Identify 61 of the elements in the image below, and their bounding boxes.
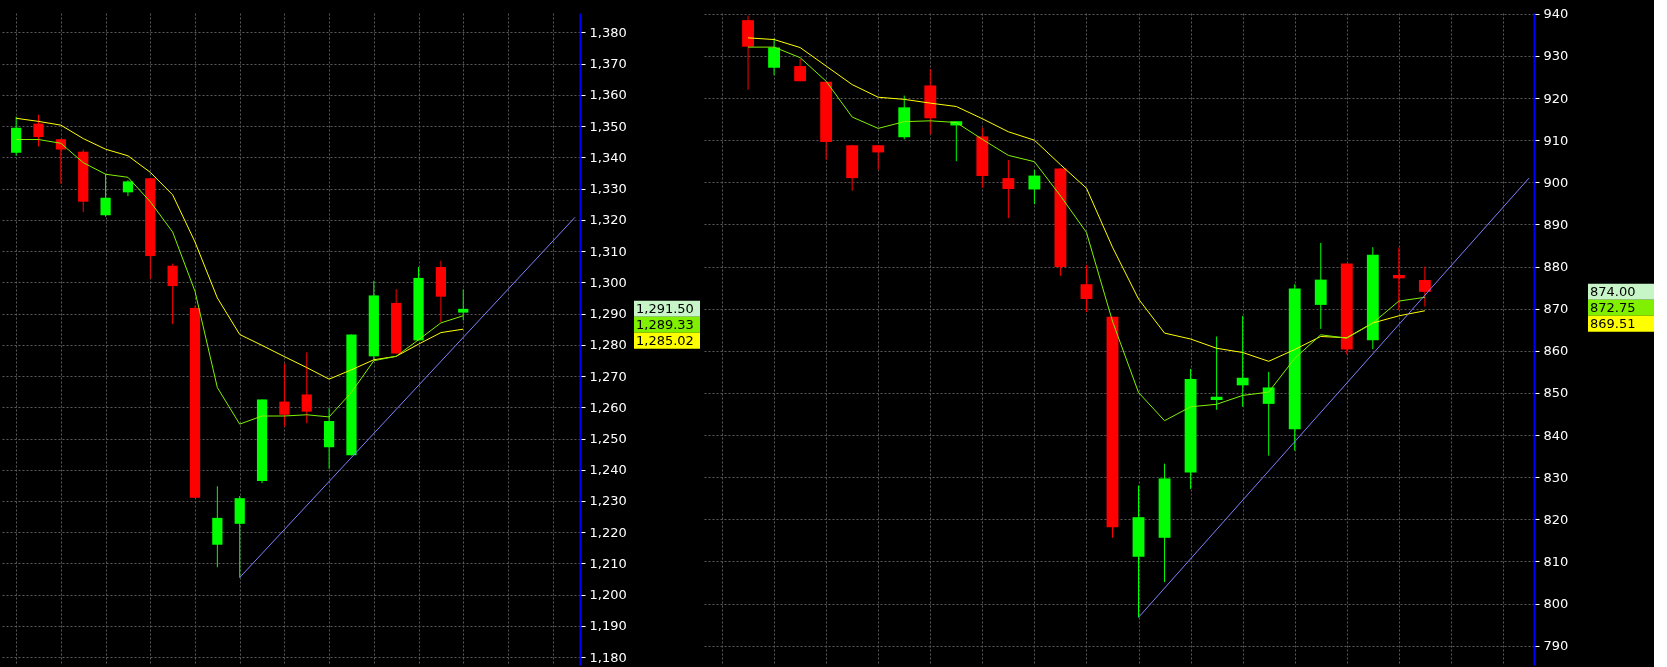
y-tick-label: 1,350 <box>589 118 627 134</box>
y-tick-label: 1,310 <box>589 243 627 259</box>
text: 1,285.02 <box>636 332 694 348</box>
candlestick <box>1236 315 1249 408</box>
y-tick-label: 860 <box>1543 343 1569 359</box>
y-tick-label: 1,240 <box>589 462 627 478</box>
y-tick-label: 790 <box>1543 638 1569 654</box>
y-tick-label: 920 <box>1543 90 1569 106</box>
candlestick <box>458 288 469 321</box>
candlestick <box>1002 159 1015 219</box>
candlestick <box>55 138 66 185</box>
y-tick-label: 1,370 <box>589 56 627 72</box>
y-tick-label: 820 <box>1543 511 1569 527</box>
y-tick-label: 900 <box>1543 174 1569 190</box>
candlestick <box>872 144 885 171</box>
y-tick-label: 1,190 <box>589 618 627 634</box>
y-tick-label: 890 <box>1543 216 1569 232</box>
y-tick-label: 1,270 <box>589 368 627 384</box>
y-tick-label: 1,330 <box>589 181 627 197</box>
y-tick-label: 1,360 <box>589 87 627 103</box>
y-tick-label: 1,220 <box>589 524 627 540</box>
y-tick-label: 1,280 <box>589 337 627 353</box>
y-tick-label: 1,300 <box>589 274 627 290</box>
candlestick <box>1080 264 1093 313</box>
y-tick-label: 1,250 <box>589 431 627 446</box>
y-tick-label: 830 <box>1543 469 1569 485</box>
candlestick <box>33 114 44 147</box>
y-tick-label: 1,260 <box>589 399 627 415</box>
y-tick-label: 1,340 <box>589 149 627 165</box>
y-tick-label: 810 <box>1543 553 1569 569</box>
text: 1,289.33 <box>636 316 694 332</box>
y-tick-label: 1,290 <box>589 306 627 322</box>
candlestick <box>768 37 781 76</box>
line-series <box>15 117 464 380</box>
y-tick-label: 1,210 <box>589 555 627 571</box>
y-tick-label: 1,320 <box>589 212 627 228</box>
candlestick <box>1392 247 1405 311</box>
y-tick-label: 940 <box>1543 6 1569 22</box>
y-tick-label: 880 <box>1543 259 1569 275</box>
y-tick-label: 800 <box>1543 596 1569 612</box>
candlestick <box>1418 266 1431 308</box>
y-tick-label: 910 <box>1543 132 1569 148</box>
y-tick-label: 840 <box>1543 427 1569 443</box>
text: 874.00 <box>1590 283 1636 299</box>
text: 869.51 <box>1590 315 1636 331</box>
candlestick <box>1262 371 1275 457</box>
y-tick-label: 850 <box>1543 385 1569 401</box>
y-tick-label: 1,200 <box>589 587 627 603</box>
text: 1,291.50 <box>636 300 694 316</box>
y-tick-label: 1,380 <box>589 24 627 40</box>
candlestick <box>301 351 312 424</box>
candlestick <box>1028 169 1041 205</box>
candlestick <box>279 363 290 428</box>
y-tick-label: 870 <box>1543 301 1569 317</box>
candlestick <box>167 263 178 325</box>
candlestick <box>100 173 111 218</box>
candlestick <box>1210 335 1223 411</box>
y-tick-label: 1,180 <box>589 649 627 665</box>
text: 872.75 <box>1590 299 1636 315</box>
y-tick-label: 1,230 <box>589 493 627 509</box>
y-tick-label: 930 <box>1543 48 1569 64</box>
